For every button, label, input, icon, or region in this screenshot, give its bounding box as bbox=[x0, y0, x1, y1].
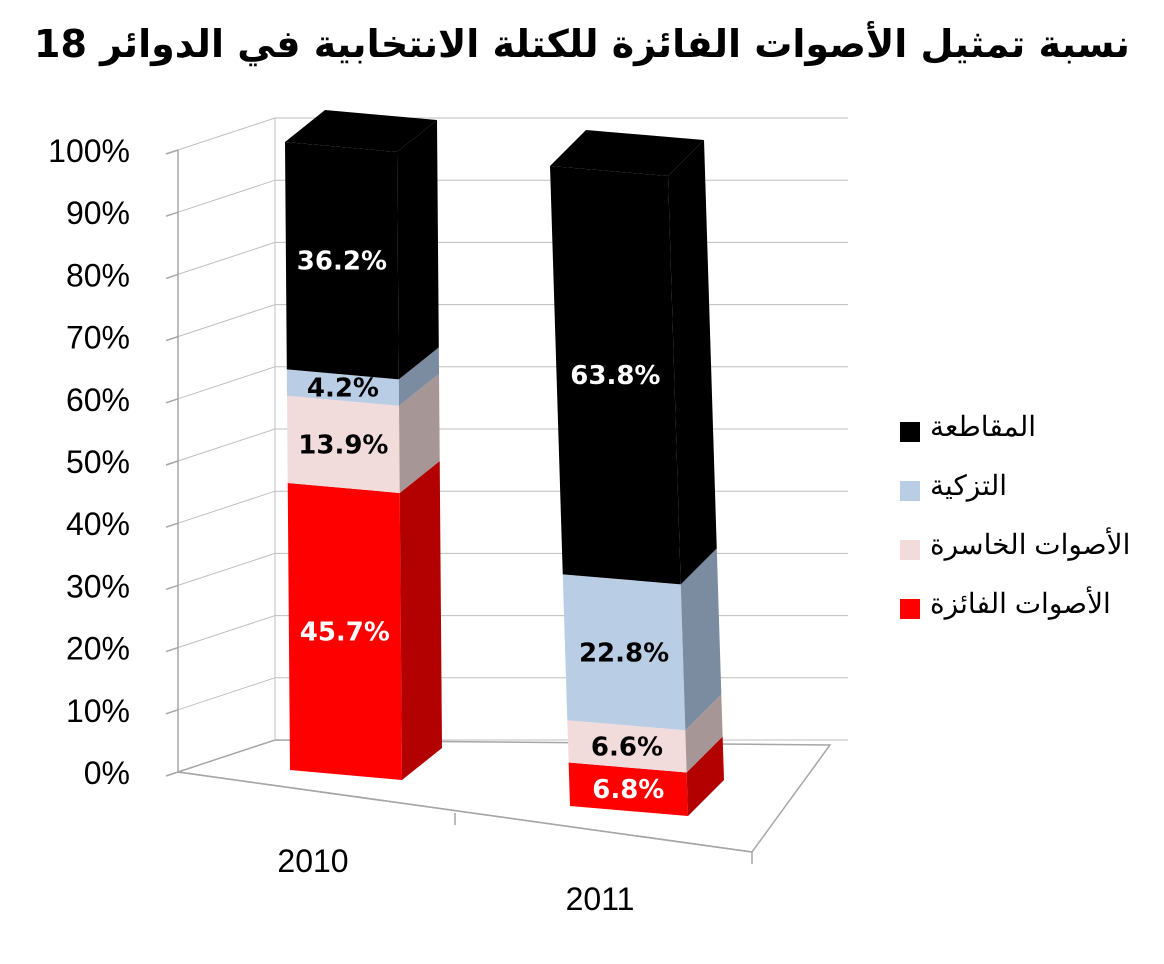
bar-top bbox=[550, 130, 704, 176]
chart-title: نسبة تمثيل الأصوات الفائزة للكتلة الانتخ… bbox=[34, 22, 1130, 66]
bar-segment-side bbox=[398, 347, 440, 406]
y-axis-tick bbox=[165, 149, 179, 155]
data-label: 22.8% bbox=[579, 638, 669, 668]
floor-outline bbox=[177, 739, 832, 853]
y-axis-tick bbox=[165, 646, 179, 653]
data-label: 6.8% bbox=[592, 775, 664, 805]
legend-label: التزكية bbox=[930, 470, 1007, 501]
data-labels: 45.7% 13.9% 4.2% 36.2% 6.8% 6.6% 22.8% 63.8% bbox=[297, 247, 669, 806]
gridline bbox=[177, 615, 848, 649]
y-tick-label: 20% bbox=[66, 631, 130, 667]
y-axis-tick bbox=[165, 211, 179, 217]
x-axis-line bbox=[177, 771, 753, 853]
y-tick-label: 60% bbox=[66, 382, 130, 418]
gridline bbox=[177, 241, 848, 275]
gridline bbox=[177, 490, 848, 524]
y-tick-label: 70% bbox=[66, 320, 130, 356]
legend: المقاطعة التزكية الأصوات الخاسرة الأصوات ال… bbox=[900, 410, 1150, 646]
legend-item: الأصوات الفائزة bbox=[900, 587, 1150, 646]
bar-segment-side bbox=[397, 120, 439, 380]
bar-top bbox=[285, 110, 437, 152]
y-tick-label: 80% bbox=[66, 257, 130, 293]
bar-segment-side bbox=[680, 548, 722, 731]
bar-segment bbox=[285, 142, 399, 380]
data-label: 45.7% bbox=[300, 618, 390, 648]
bar-segment bbox=[286, 369, 400, 406]
bar-segment bbox=[287, 483, 402, 780]
legend-label: الأصوات الخاسرة bbox=[930, 529, 1131, 560]
y-axis-tick bbox=[165, 709, 179, 715]
gridline bbox=[177, 552, 848, 586]
data-label: 13.9% bbox=[298, 430, 388, 460]
bar-segment-side bbox=[668, 140, 717, 585]
bar-segment-side bbox=[399, 373, 440, 494]
y-tick-label: 10% bbox=[66, 693, 130, 729]
gridline bbox=[177, 366, 848, 400]
y-axis-tick bbox=[165, 335, 179, 342]
bar-segment-side bbox=[399, 461, 442, 780]
y-axis-tick bbox=[165, 460, 179, 466]
y-axis-tick bbox=[165, 771, 179, 777]
legend-item: الأصوات الخاسرة bbox=[900, 528, 1150, 587]
y-tick-label: 0% bbox=[84, 755, 130, 791]
bar-segment bbox=[567, 720, 687, 773]
legend-swatch bbox=[900, 540, 920, 560]
legend-item: التزكية bbox=[900, 469, 1150, 528]
legend-item: المقاطعة bbox=[900, 410, 1150, 469]
y-axis-tick bbox=[165, 398, 179, 404]
y-tick-label: 50% bbox=[66, 444, 130, 480]
y-axis-tick bbox=[165, 584, 179, 591]
bar-segment bbox=[550, 166, 681, 585]
y-tick-label: 40% bbox=[66, 506, 130, 542]
bar-segment bbox=[287, 395, 400, 494]
y-tick-label: 30% bbox=[66, 568, 130, 604]
y-axis-tick bbox=[165, 522, 179, 528]
gridline bbox=[177, 117, 848, 151]
legend-swatch bbox=[900, 599, 920, 619]
bar-segment-side bbox=[686, 736, 724, 816]
data-label: 6.6% bbox=[591, 732, 663, 762]
y-axis-tick bbox=[165, 273, 179, 280]
bar-segment bbox=[562, 574, 686, 731]
gridlines bbox=[177, 117, 848, 773]
bars bbox=[285, 110, 724, 816]
legend-label: المقاطعة bbox=[930, 411, 1036, 442]
legend-swatch bbox=[900, 481, 920, 501]
gridline bbox=[177, 304, 848, 338]
gridline bbox=[177, 179, 848, 213]
x-tick-label: 2010 bbox=[277, 843, 348, 879]
bar-segment bbox=[568, 762, 688, 816]
data-label: 63.8% bbox=[570, 361, 660, 391]
legend-label: الأصوات الفائزة bbox=[930, 588, 1111, 619]
y-tick-label: 90% bbox=[66, 195, 130, 231]
data-label: 4.2% bbox=[307, 374, 379, 404]
bar-segment-side bbox=[685, 694, 723, 773]
gridline bbox=[177, 677, 848, 711]
y-tick-label: 100% bbox=[48, 133, 130, 169]
axes: 0% 10% 20% 30% 40% 50% 60% 70% 80% 90% 100% 2010 201… bbox=[48, 118, 832, 917]
gridline bbox=[177, 428, 848, 462]
data-label: 36.2% bbox=[297, 247, 387, 277]
legend-swatch bbox=[900, 422, 920, 442]
x-tick-label: 2011 bbox=[566, 881, 635, 917]
